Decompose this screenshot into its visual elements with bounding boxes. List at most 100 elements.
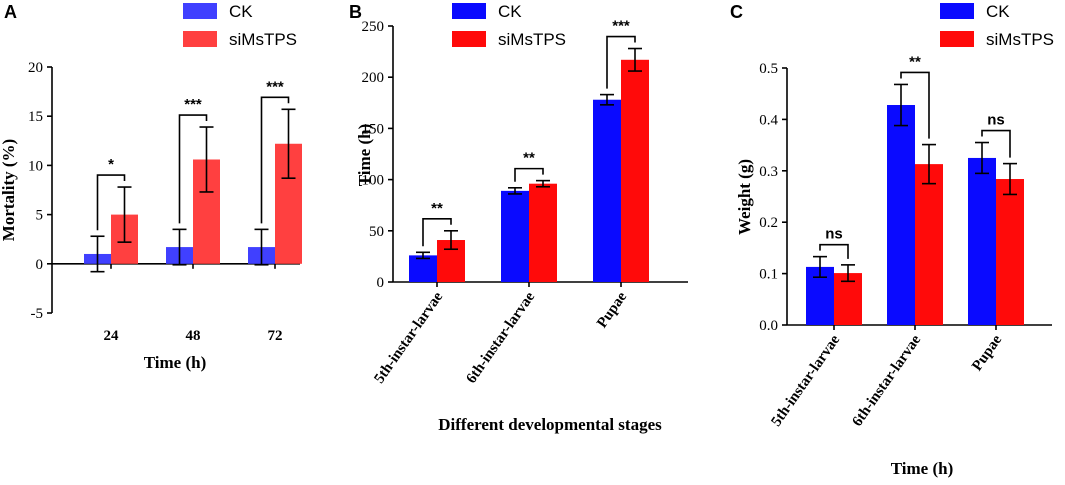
x-tick-label: Pupae (969, 332, 1005, 374)
y-tick-label: 20 (28, 60, 43, 76)
legend: CK siMsTPS (452, 2, 566, 49)
error-bar (1003, 162, 1017, 196)
error-bar (536, 179, 550, 188)
y-tick-label: 5 (36, 208, 44, 224)
y-tick-label: 250 (362, 19, 385, 35)
legend-label: siMsTPS (498, 30, 566, 49)
chart-panel-a: A -5 0 5 10 15 20 Mortality (%) Time (h) 24 * 48 ***… (0, 2, 302, 372)
x-tick-label: 6th-instar-larvae (463, 289, 538, 387)
x-tick-label: 24 (104, 328, 120, 344)
y-tick-label: 10 (28, 158, 43, 174)
legend-swatch-ck (940, 3, 974, 19)
bar-simstps (915, 164, 943, 325)
y-axis-title: Time (h) (355, 124, 374, 187)
x-tick-label: 48 (186, 328, 201, 344)
y-tick-label: -5 (31, 306, 44, 322)
bar-ck (501, 190, 529, 282)
y-tick-label: 15 (28, 109, 43, 125)
legend-label: CK (498, 2, 522, 21)
error-bar (172, 228, 187, 266)
y-tick-label: 0.1 (759, 267, 778, 283)
significance-label: ns (987, 112, 1005, 129)
x-tick-label: 72 (268, 328, 283, 344)
y-tick-label: 200 (362, 70, 385, 86)
significance-label: *** (184, 96, 202, 113)
y-axis-title: Weight (g) (735, 159, 754, 235)
panel-letter: A (4, 2, 17, 22)
significance-bracket (900, 71, 930, 139)
legend-swatch-ck (183, 3, 217, 19)
error-bar (416, 251, 430, 260)
y-tick-label: 0.2 (759, 215, 778, 231)
legend-swatch-ck (452, 3, 486, 19)
error-bar (90, 235, 105, 273)
error-bar (254, 228, 269, 266)
panel-letter: C (730, 2, 743, 22)
error-bar (841, 264, 855, 283)
significance-bracket (422, 218, 452, 247)
y-tick-label: 100 (362, 173, 385, 189)
legend-swatch-simstps (183, 31, 217, 47)
error-bar (922, 143, 936, 185)
legend: CK siMsTPS (183, 2, 297, 49)
significance-label: ** (909, 53, 921, 70)
significance-label: ** (431, 200, 443, 217)
y-tick-label: 0.3 (759, 164, 778, 180)
error-bar (628, 47, 642, 72)
y-tick-label: 0.0 (759, 318, 778, 334)
bar-ck (887, 105, 915, 326)
significance-bracket (981, 129, 1011, 158)
bar-simstps (996, 179, 1024, 325)
error-bar (600, 93, 614, 106)
legend-swatch-simstps (452, 31, 486, 47)
x-tick-label: Pupae (594, 289, 630, 331)
error-bar (199, 126, 214, 193)
error-bar (975, 141, 989, 175)
error-bar (508, 186, 522, 195)
x-tick-label: 6th-instar-larvae (849, 332, 924, 430)
bar-ck (409, 255, 437, 282)
significance-bracket (96, 174, 126, 231)
x-tick-label: 5th-instar-larvae (768, 332, 843, 430)
error-bar (894, 83, 908, 127)
y-tick-label: 50 (369, 224, 384, 240)
legend-swatch-simstps (940, 31, 974, 47)
y-tick-label: 0 (377, 275, 385, 291)
significance-bracket (606, 35, 636, 89)
x-tick-label: 5th-instar-larvae (371, 289, 446, 387)
bar-simstps (621, 59, 649, 283)
y-axis-title: Mortality (%) (0, 139, 18, 241)
x-axis-title: Time (h) (144, 353, 207, 372)
significance-label: ** (523, 150, 535, 167)
chart-panel-c: C 0.0 0.1 0.2 0.3 0.4 0.5 Weight (g) Time (h) 5th… (730, 2, 1054, 478)
legend-label: CK (986, 2, 1010, 21)
significance-bracket (178, 114, 208, 224)
significance-label: * (108, 156, 114, 173)
bar-simstps (529, 183, 557, 282)
y-tick-label: 0.4 (759, 112, 778, 128)
y-tick-label: 0.5 (759, 61, 778, 77)
significance-bracket (260, 96, 290, 224)
y-tick-label: 150 (362, 121, 385, 137)
error-bar (813, 255, 827, 278)
panel-letter: B (349, 2, 362, 22)
y-tick-label: 0 (36, 257, 44, 273)
significance-label: *** (612, 18, 630, 35)
legend-label: siMsTPS (229, 30, 297, 49)
legend-label: siMsTPS (986, 30, 1054, 49)
legend-label: CK (229, 2, 253, 21)
significance-bracket (819, 243, 849, 259)
bar-ck (593, 99, 621, 282)
x-axis-title: Different developmental stages (438, 415, 662, 434)
error-bar (281, 108, 296, 179)
error-bar (117, 186, 132, 243)
legend: CK siMsTPS (940, 2, 1054, 49)
bar-ck (968, 157, 996, 325)
significance-bracket (514, 167, 544, 182)
chart-panel-b: B 0 50 100 150 200 250 Time (h) Different develo… (349, 2, 688, 434)
significance-label: ns (825, 226, 843, 243)
error-bar (444, 230, 458, 251)
x-axis-title: Time (h) (891, 459, 954, 478)
significance-label: *** (266, 78, 284, 95)
